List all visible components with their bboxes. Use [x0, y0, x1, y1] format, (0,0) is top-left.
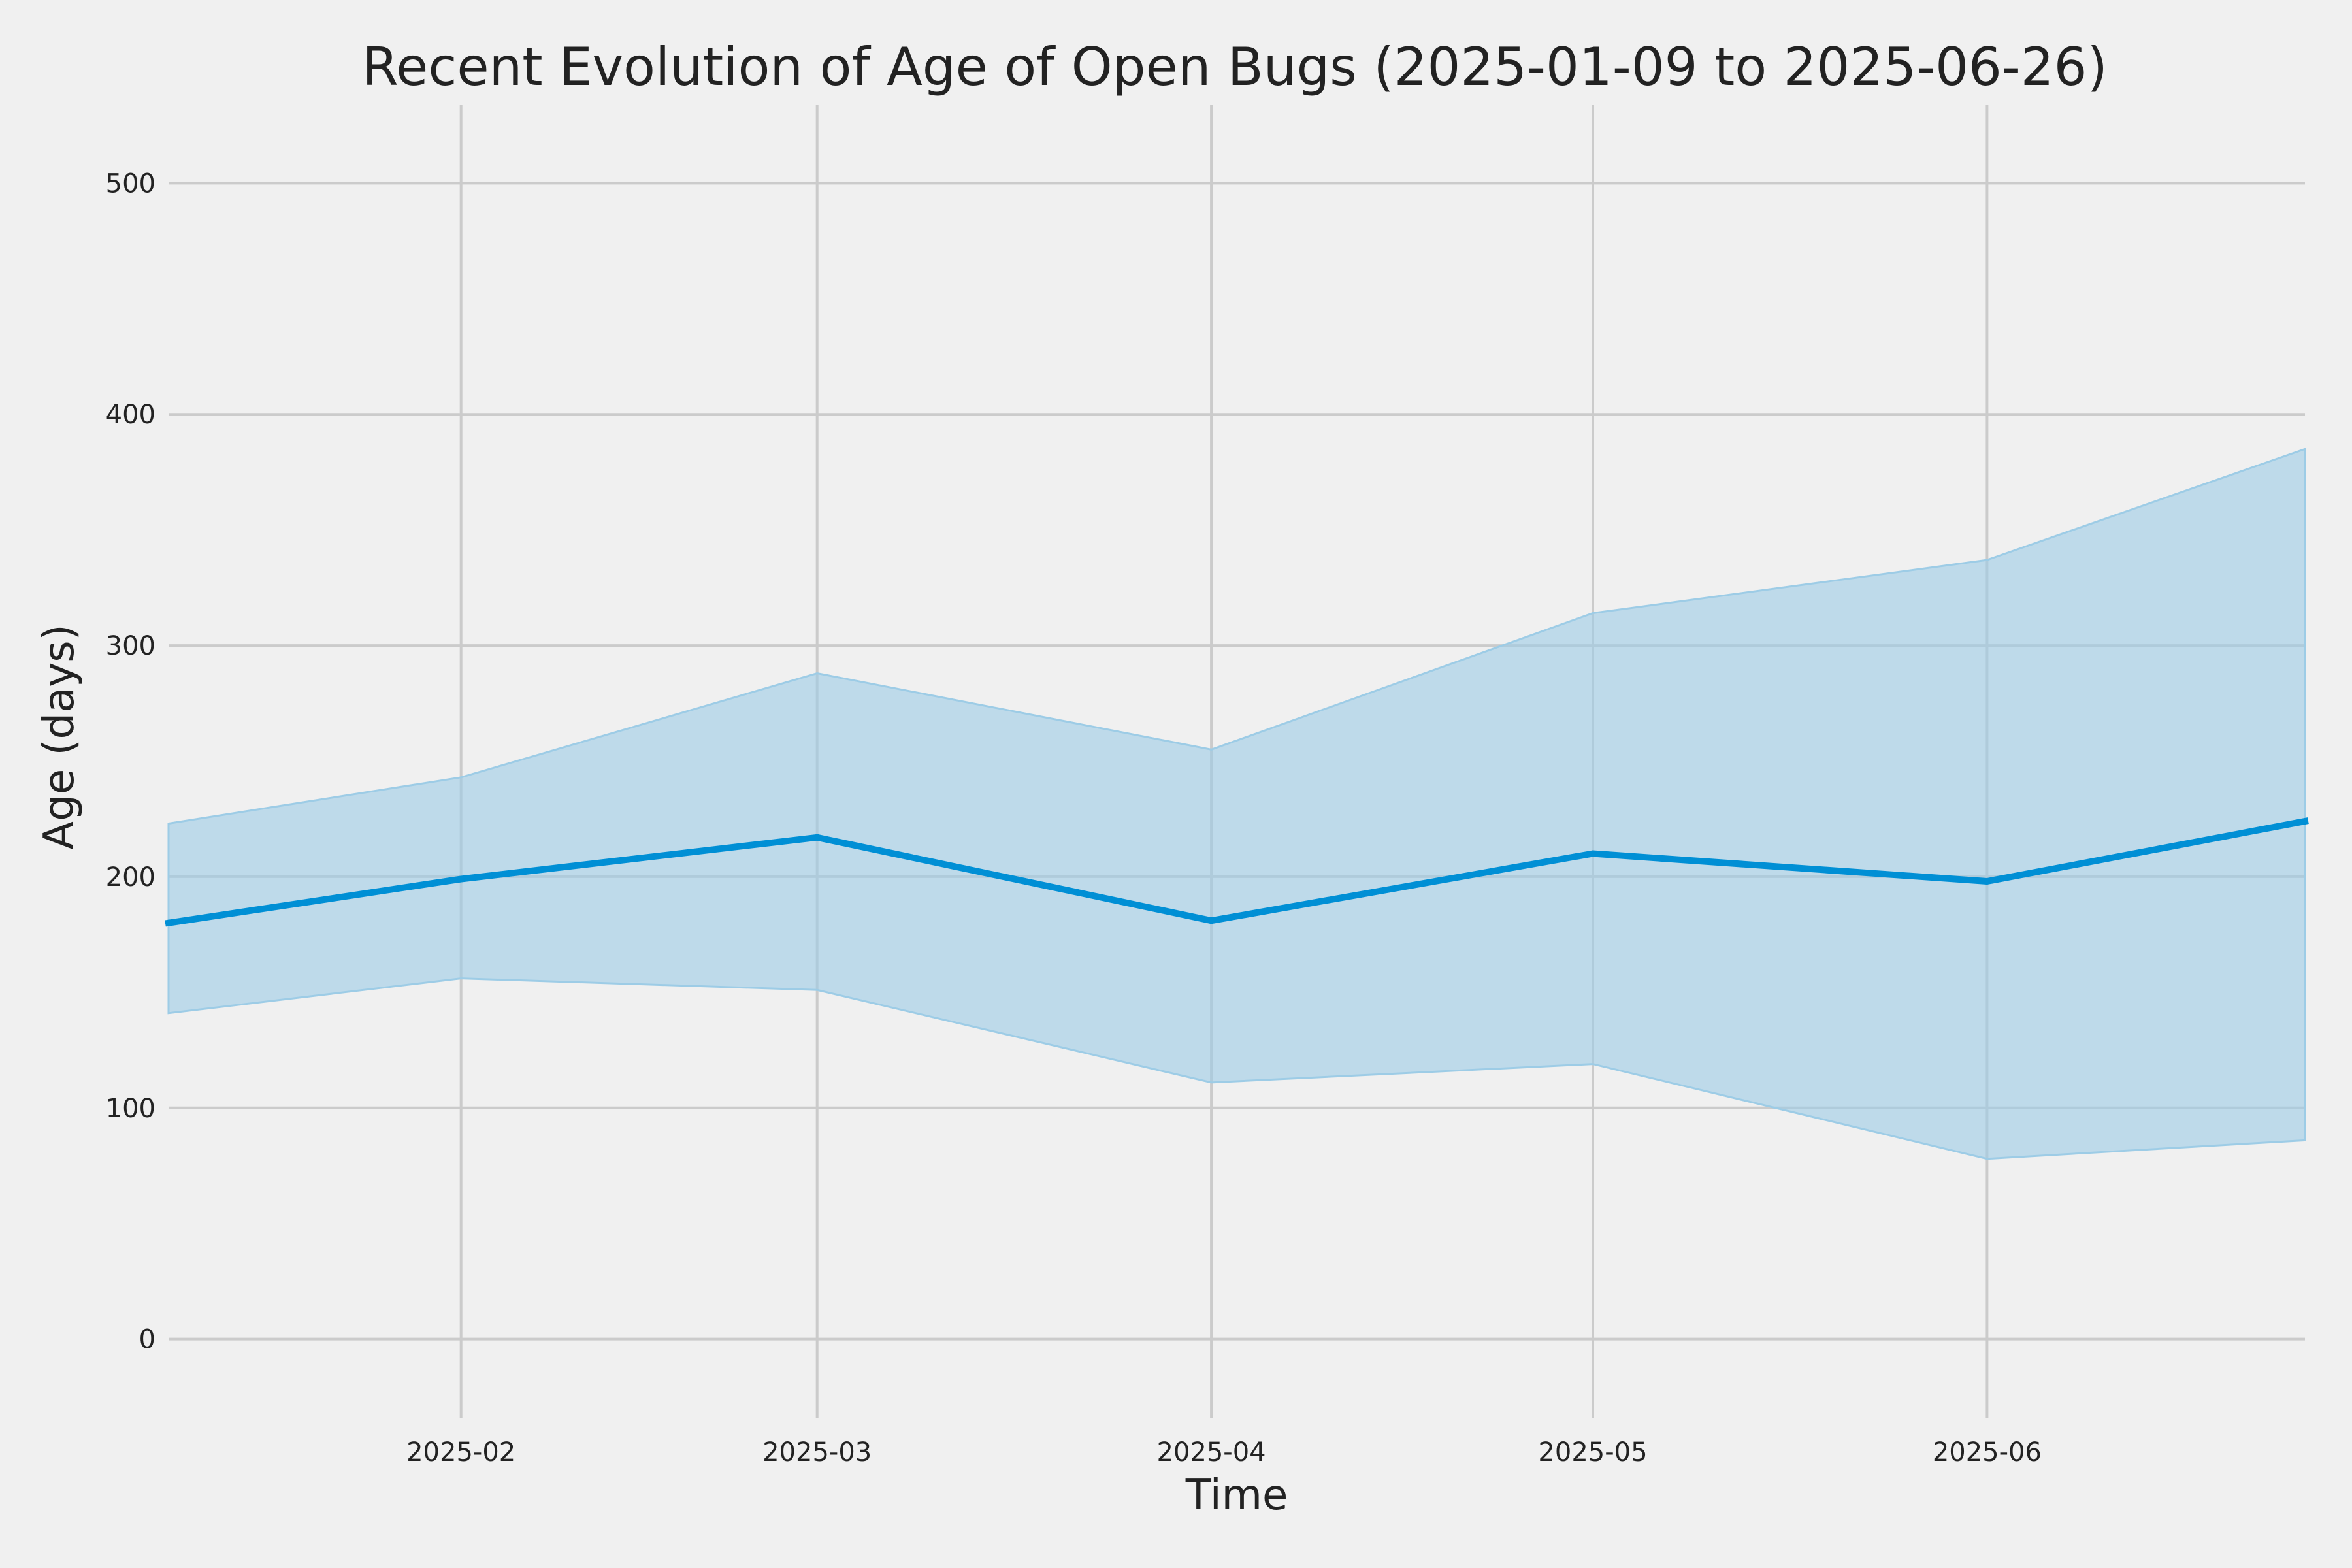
y-tick-label: 300: [106, 631, 155, 661]
x-axis-label: Time: [1185, 1471, 1288, 1520]
data-point: [1984, 878, 1991, 885]
y-tick-label: 500: [106, 169, 155, 199]
data-point: [1208, 917, 1215, 924]
x-tick-label: 2025-03: [762, 1437, 872, 1467]
range-band: [167, 448, 2306, 1160]
y-tick-label: 200: [106, 862, 155, 892]
y-axis-label: Age (days): [35, 624, 84, 849]
y-tick-label: 0: [139, 1325, 155, 1355]
y-tick-label: 400: [106, 400, 155, 430]
data-point: [813, 834, 821, 841]
data-point: [2302, 818, 2308, 825]
series-line-layer: [165, 817, 2309, 927]
data-point: [1590, 850, 1596, 857]
data-point: [457, 875, 465, 883]
x-tick-label: 2025-02: [406, 1437, 515, 1467]
x-tick-label: 2025-04: [1157, 1437, 1266, 1467]
y-tick-labels: 0 100 200 300 400 500: [106, 169, 155, 1354]
x-tick-label: 2025-06: [1933, 1437, 2042, 1467]
range-band-layer: [167, 448, 2306, 1160]
y-tick-label: 100: [106, 1094, 155, 1124]
data-point: [165, 919, 172, 926]
x-tick-label: 2025-05: [1538, 1437, 1647, 1467]
x-tick-labels: 2025-02 2025-03 2025-04 2025-05 2025-06: [406, 1437, 2042, 1467]
chart-title: Recent Evolution of Age of Open Bugs (20…: [362, 37, 2108, 97]
